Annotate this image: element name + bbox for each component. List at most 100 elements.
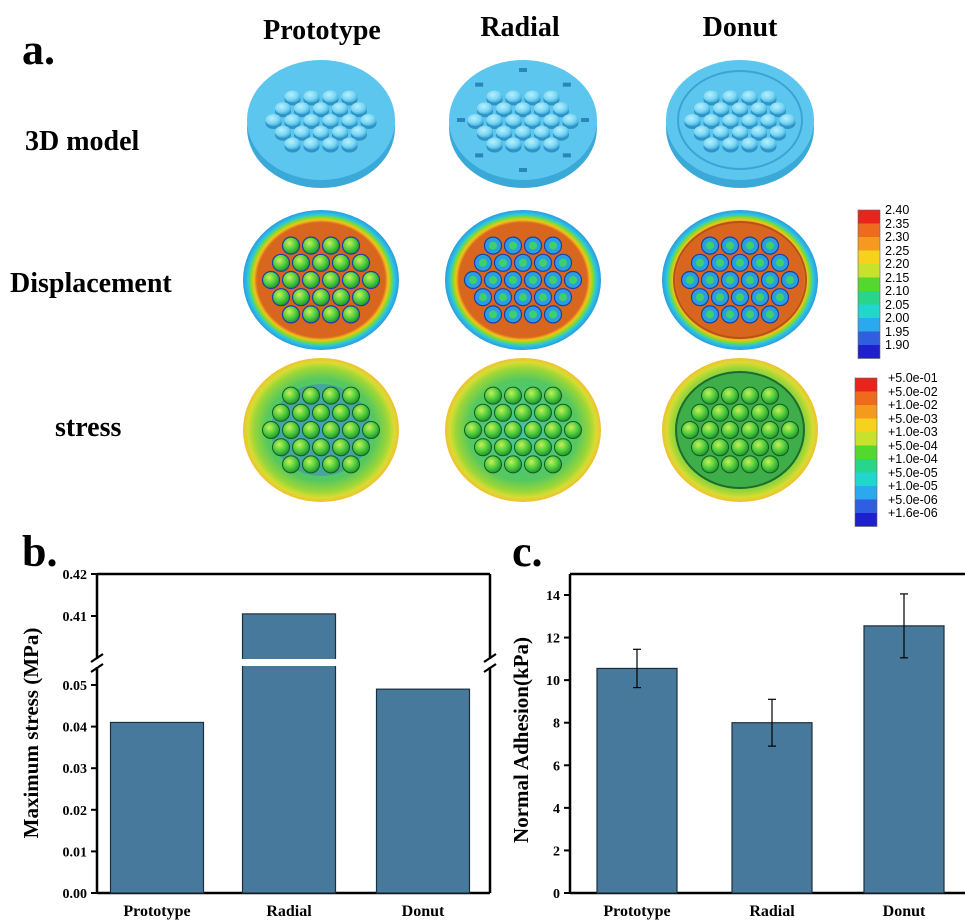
pad — [779, 114, 796, 126]
pad — [342, 386, 360, 405]
pad — [321, 270, 341, 290]
pad-center — [479, 258, 487, 267]
radial-slot — [562, 153, 571, 158]
stress-scale-label: +1.0e-04 — [888, 452, 938, 466]
pad-center — [479, 293, 487, 302]
radial-slot — [475, 82, 484, 87]
pad — [721, 386, 739, 405]
pad-center — [509, 241, 517, 250]
stress-map-donut — [662, 358, 818, 502]
pad — [341, 270, 361, 290]
pad — [321, 236, 341, 255]
chart-b-x-tick-label: Donut — [402, 903, 445, 920]
displacement-scale-label: 2.20 — [885, 257, 910, 271]
column-header-radial: Radial — [480, 12, 560, 43]
pad — [322, 386, 340, 405]
pad-center — [529, 276, 537, 284]
pad-center — [489, 276, 497, 284]
pad — [362, 421, 380, 439]
stress-scale-swatch — [855, 472, 877, 486]
chart-c-y-tick-label: 6 — [553, 759, 560, 774]
pad-center — [499, 293, 507, 302]
pad — [751, 438, 769, 457]
pad-center — [706, 310, 714, 319]
pad-center — [736, 293, 744, 302]
displacement-color-scale — [857, 209, 881, 359]
disc-top — [247, 60, 395, 180]
pad — [284, 90, 301, 103]
stress-scale-label: +1.0e-03 — [888, 425, 938, 439]
pad — [543, 90, 560, 103]
pad — [711, 438, 729, 457]
pad — [534, 125, 550, 138]
3d-model-radial — [449, 60, 597, 188]
pad — [761, 421, 779, 439]
pad-center — [776, 293, 784, 302]
displacement-scale-swatch — [858, 223, 880, 237]
chart-c-y-axis-label: Normal Adhesion(kPa) — [509, 637, 533, 843]
displacement-scale-swatch — [858, 264, 880, 278]
pad — [722, 114, 739, 126]
pad — [741, 90, 758, 103]
pad — [553, 125, 569, 138]
pad — [281, 236, 301, 255]
pad — [554, 438, 572, 457]
pad — [282, 386, 300, 405]
pad — [534, 438, 552, 457]
pad-center — [529, 310, 537, 319]
chart-c-y-tick-label: 2 — [553, 844, 560, 859]
pad — [342, 421, 360, 439]
pad-center — [569, 276, 577, 284]
radial-slot — [562, 82, 571, 87]
displacement-map-radial — [445, 210, 601, 350]
chart-c-x-tick-label: Prototype — [603, 903, 670, 920]
pad-center — [559, 293, 567, 302]
pad — [272, 403, 290, 422]
stress-scale-swatch — [855, 499, 877, 513]
pad — [524, 137, 541, 150]
pad — [303, 90, 320, 103]
pad — [515, 102, 531, 115]
pad — [732, 102, 748, 115]
stress-scale-swatch — [855, 418, 877, 432]
disc-top — [666, 60, 814, 180]
pad-center — [766, 276, 774, 284]
pad — [741, 455, 759, 474]
pad-center — [736, 258, 744, 267]
pad-center — [726, 276, 734, 284]
pad — [474, 403, 492, 422]
pad — [322, 455, 340, 474]
pad — [302, 455, 320, 474]
pad — [301, 236, 321, 255]
pad — [291, 288, 311, 307]
pad — [741, 137, 758, 150]
displacement-scale-swatch — [858, 331, 880, 345]
displacement-scale-label: 2.35 — [885, 216, 910, 231]
pad — [505, 137, 522, 150]
pad-center — [776, 258, 784, 267]
chart-b-y-tick-label: 0.02 — [63, 804, 88, 819]
chart-b-axis-break-mark — [90, 663, 104, 673]
pad — [751, 403, 769, 422]
pad — [313, 125, 329, 138]
pad — [543, 137, 560, 150]
stress-scale-swatch — [855, 445, 877, 459]
pad — [761, 386, 779, 405]
pad — [352, 403, 370, 422]
panel-a-letter: a. — [22, 25, 55, 74]
radial-slot — [457, 118, 465, 122]
pad — [341, 114, 358, 126]
pad-center — [746, 276, 754, 284]
pad-center — [746, 310, 754, 319]
pad — [294, 102, 310, 115]
pad-center — [539, 293, 547, 302]
pad — [484, 386, 502, 405]
pad — [351, 253, 371, 272]
pad — [360, 114, 377, 126]
pad — [312, 403, 330, 422]
chart-b-y-tick-label: 0.03 — [63, 762, 88, 777]
pad — [331, 253, 351, 272]
pad-center — [539, 258, 547, 267]
stress-scale-swatch — [855, 486, 877, 500]
pad — [464, 421, 482, 439]
